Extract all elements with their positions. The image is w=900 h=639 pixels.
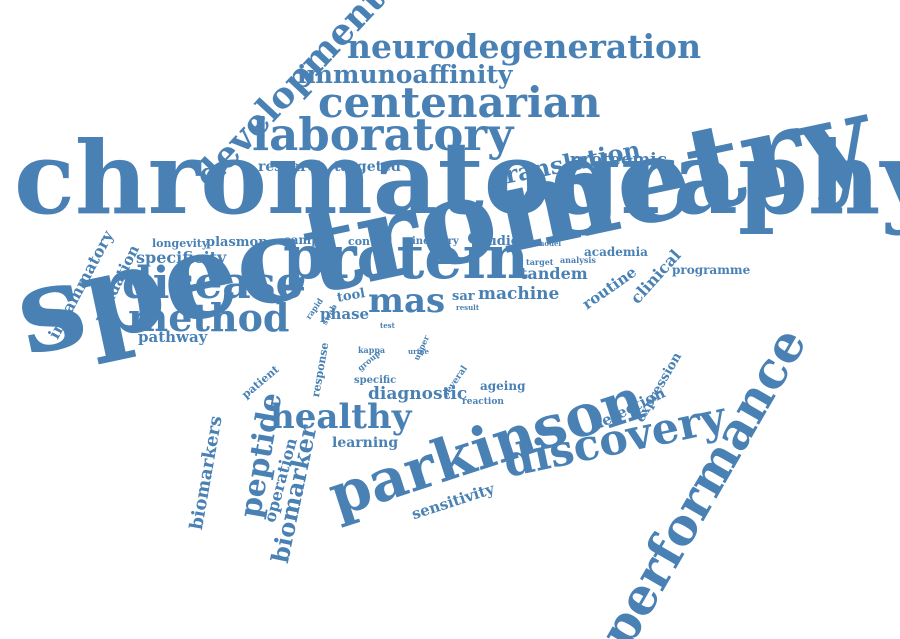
word-pathway: pathway xyxy=(138,328,208,346)
word-target: target xyxy=(526,257,554,267)
word-method: method xyxy=(128,295,290,340)
word-longevity: longevity xyxy=(152,237,209,250)
word-sample: sample xyxy=(284,233,332,247)
word-kappa: kappa xyxy=(358,345,386,355)
word-analysis: analysis xyxy=(560,255,596,265)
word-laboratory: laboratory xyxy=(252,108,514,161)
word-phase: phase xyxy=(320,305,370,323)
word-chromatography: chromatography xyxy=(14,119,900,237)
word-neurodegeneration: neurodegeneration xyxy=(347,27,702,66)
word-urine: urine xyxy=(408,347,429,356)
word-studies: studies xyxy=(474,234,527,249)
word-test: test xyxy=(380,321,395,330)
word-mas: mas xyxy=(368,281,446,321)
word-response: response xyxy=(309,341,332,399)
word-disease: disease xyxy=(122,258,304,309)
word-research: research xyxy=(258,159,327,175)
word-tandem: tandem xyxy=(520,264,588,283)
word-machine: machine xyxy=(478,284,560,304)
word-programme: programme xyxy=(672,263,751,277)
word-industry: industry xyxy=(412,236,459,247)
word-targeted: targeted xyxy=(334,159,401,175)
word-ageing: ageing xyxy=(480,379,526,393)
word-biomarkers: biomarkers xyxy=(186,414,227,532)
word-healthy: healthy xyxy=(270,397,412,437)
word-plasmon: plasmon xyxy=(206,235,268,250)
word-learning: learning xyxy=(332,435,399,451)
word-proteomic: proteomic xyxy=(570,150,667,170)
word-protein: protein xyxy=(283,223,529,293)
word-specificity: specificity xyxy=(136,248,227,267)
word-academia: academia xyxy=(584,245,648,259)
word-sar: sar xyxy=(452,289,475,304)
word-centenarian: centenarian xyxy=(318,78,601,127)
word-control: control xyxy=(348,235,393,248)
word-result: result xyxy=(456,303,480,312)
word-model: model xyxy=(537,239,562,248)
word-specific: specific xyxy=(354,375,397,386)
word-diagnostic: diagnostic xyxy=(368,384,468,404)
word-reaction: reaction xyxy=(462,397,504,407)
word-immunoaffinity: immunoaffinity xyxy=(297,60,513,89)
